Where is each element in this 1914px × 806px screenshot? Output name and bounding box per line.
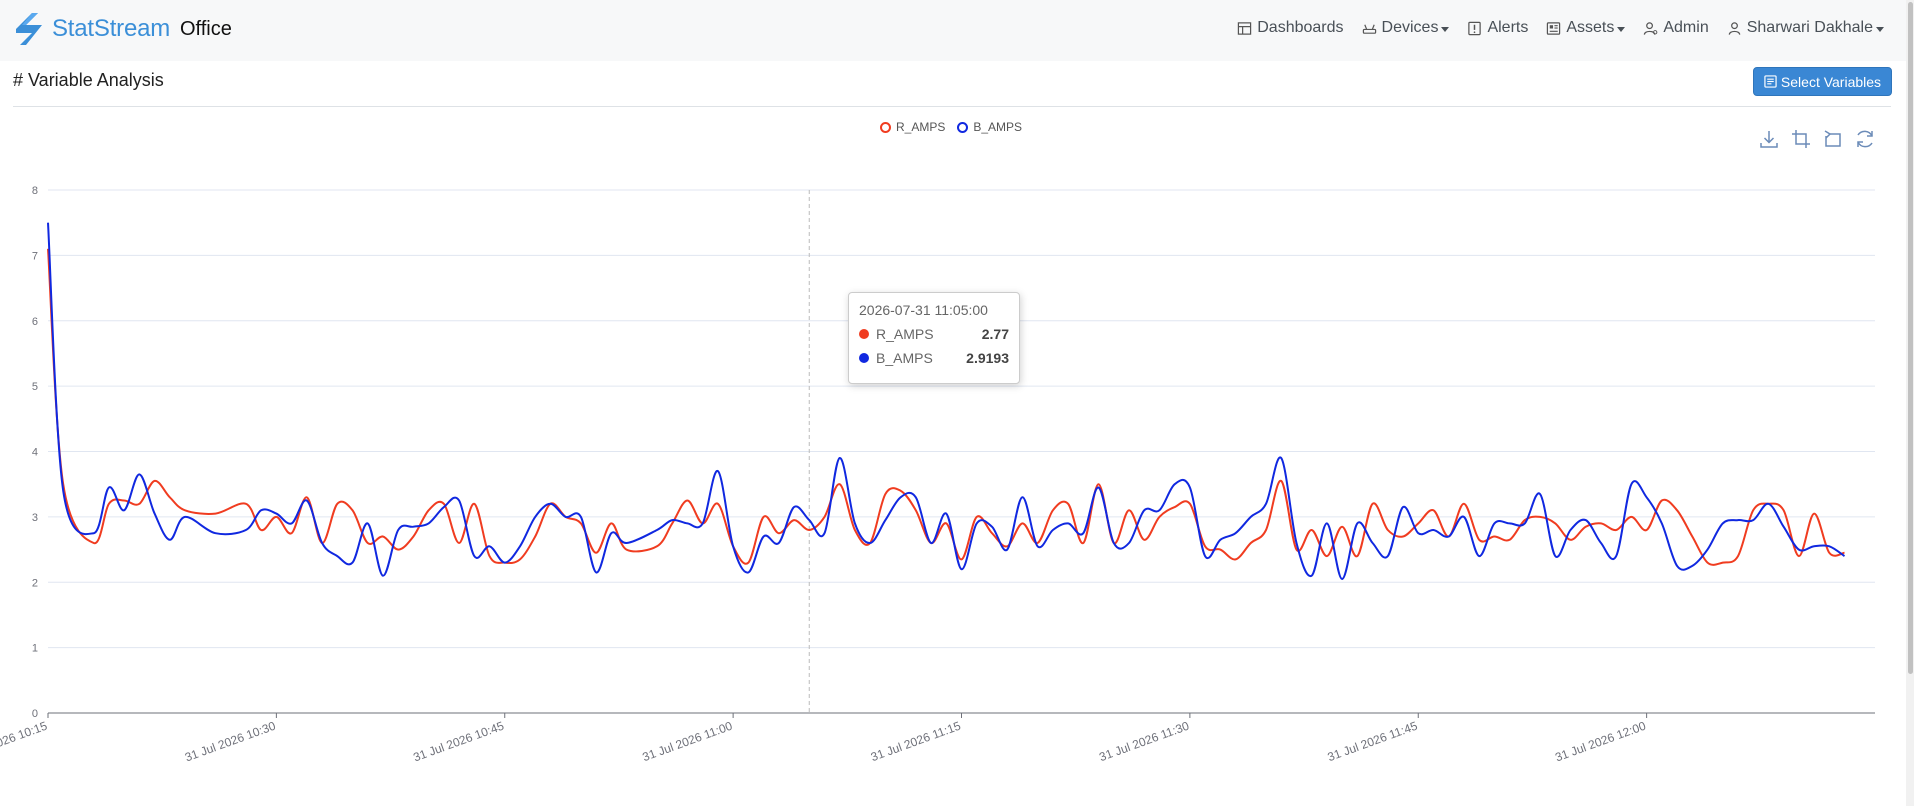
chart-toolbox: [1758, 128, 1886, 150]
variables-icon: [1764, 75, 1777, 88]
tooltip-row-b-amps: B_AMPS 2.9193: [859, 350, 1009, 366]
line-chart[interactable]: 0 1 2 3 4 5 6 7 8 31 Jul 2026 10:15 31 Jul 2026 10…: [0, 170, 1906, 806]
y-tick-label: 2: [32, 577, 38, 589]
tooltip-row-r-amps: R_AMPS 2.77: [859, 326, 1009, 342]
page-title: # Variable Analysis: [13, 70, 164, 90]
select-variables-label: Select Variables: [1780, 73, 1882, 90]
x-tick-label: 31 Jul 2026 11:30: [1097, 719, 1191, 765]
nav-alerts[interactable]: Alerts: [1467, 19, 1528, 37]
legend-swatch-b-amps: [957, 121, 969, 133]
nav-assets-label: Assets: [1566, 19, 1615, 36]
legend-label-r-amps: R_AMPS: [896, 120, 946, 134]
nav-alerts-label: Alerts: [1487, 19, 1529, 36]
top-navbar: StatStream Office Dashboards Devices Ale…: [0, 0, 1914, 61]
tooltip-series-name: B_AMPS: [876, 350, 933, 366]
x-tick-label: 31 Jul 2026 11:45: [1326, 719, 1420, 765]
restore-icon: [1857, 130, 1873, 148]
assets-icon: [1547, 21, 1561, 35]
download-icon: [1760, 131, 1778, 148]
select-variables-button[interactable]: Select Variables: [1753, 67, 1892, 96]
page-scrollbar-thumb[interactable]: [1908, 2, 1913, 674]
zoom-reset-button[interactable]: [1822, 128, 1844, 150]
y-tick-label: 8: [32, 185, 38, 197]
alert-icon: [1468, 21, 1482, 35]
x-tick-label: 31 Jul 2026 12:00: [1553, 719, 1648, 765]
tooltip-series-name: R_AMPS: [876, 326, 934, 342]
y-tick-label: 3: [32, 512, 38, 524]
nav-user-menu[interactable]: Sharwari Dakhale: [1727, 19, 1884, 37]
nav-admin[interactable]: Admin: [1643, 19, 1709, 37]
tooltip-dot-r-amps: [859, 329, 869, 339]
y-tick-label: 7: [32, 250, 38, 262]
x-tick-label: 31 Jul 2026 11:15: [869, 719, 963, 765]
tooltip-time: 2026-07-31 11:05:00: [859, 302, 988, 318]
x-tick-label: 31 Jul 2026 10:45: [411, 719, 506, 765]
legend-item-b-amps[interactable]: B_AMPS: [957, 120, 1022, 134]
nav-dashboards-label: Dashboards: [1257, 19, 1344, 36]
brand-name: StatStream: [52, 15, 171, 42]
y-tick-label: 6: [32, 316, 38, 328]
y-tick-label: 5: [32, 381, 38, 393]
x-tick-label: 31 Jul 2026 10:15: [0, 719, 49, 765]
x-tick-label: 31 Jul 2026 11:00: [641, 719, 735, 765]
statstream-logo-icon: [16, 13, 42, 45]
y-tick-label: 4: [32, 447, 38, 459]
zoom-reset-icon: [1824, 130, 1841, 147]
nav-devices[interactable]: Devices: [1362, 19, 1450, 37]
tooltip-series-value: 2.77: [981, 326, 1009, 342]
chevron-down-icon: [1617, 26, 1626, 32]
restore-button[interactable]: [1854, 128, 1876, 150]
chart-tooltip: 2026-07-31 11:05:00 R_AMPS 2.77 B_AMPS 2…: [848, 292, 1020, 384]
user-icon: [1728, 21, 1740, 35]
brand[interactable]: StatStream: [12, 11, 170, 47]
legend-item-r-amps[interactable]: R_AMPS: [880, 120, 945, 134]
x-tick-label: 31 Jul 2026 10:30: [183, 719, 278, 765]
save-image-button[interactable]: [1758, 128, 1780, 150]
main-nav: Dashboards Devices Alerts Assets Admin S…: [1219, 19, 1884, 37]
tooltip-dot-b-amps: [859, 353, 869, 363]
y-tick-label: 1: [32, 643, 38, 655]
title-divider: [13, 106, 1891, 107]
nav-devices-label: Devices: [1381, 19, 1439, 36]
chevron-down-icon: [1441, 26, 1450, 32]
dashboard-icon: [1238, 21, 1252, 35]
org-name: Office: [180, 18, 232, 40]
nav-assets[interactable]: Assets: [1546, 19, 1626, 37]
nav-dashboards[interactable]: Dashboards: [1237, 19, 1344, 37]
tooltip-series-value: 2.9193: [966, 350, 1009, 366]
y-tick-label: 0: [32, 708, 38, 720]
chevron-down-icon: [1876, 26, 1884, 32]
chart-legend: R_AMPS B_AMPS: [880, 120, 1034, 134]
series-line-r-amps: [47, 248, 1845, 566]
zoom-icon: [1792, 130, 1810, 148]
router-icon: [1362, 24, 1376, 34]
user-name: Sharwari Dakhale: [1746, 19, 1873, 36]
series-line-b-amps: [47, 222, 1846, 580]
admin-user-icon: [1644, 21, 1658, 35]
legend-swatch-r-amps: [880, 121, 891, 133]
data-zoom-button[interactable]: [1790, 128, 1812, 150]
legend-label-b-amps: B_AMPS: [973, 120, 1023, 134]
nav-admin-label: Admin: [1663, 19, 1709, 36]
